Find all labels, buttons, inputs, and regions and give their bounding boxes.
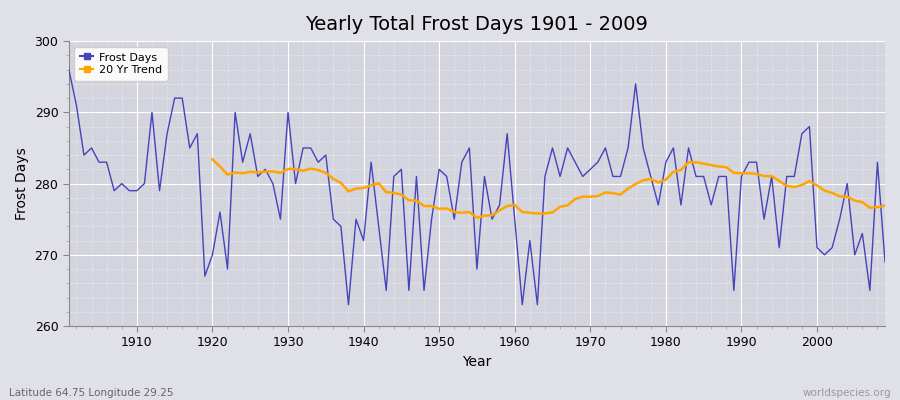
Legend: Frost Days, 20 Yr Trend: Frost Days, 20 Yr Trend [75, 47, 167, 81]
Y-axis label: Frost Days: Frost Days [15, 147, 29, 220]
Text: worldspecies.org: worldspecies.org [803, 388, 891, 398]
X-axis label: Year: Year [463, 355, 491, 369]
Text: Latitude 64.75 Longitude 29.25: Latitude 64.75 Longitude 29.25 [9, 388, 174, 398]
Title: Yearly Total Frost Days 1901 - 2009: Yearly Total Frost Days 1901 - 2009 [305, 15, 648, 34]
